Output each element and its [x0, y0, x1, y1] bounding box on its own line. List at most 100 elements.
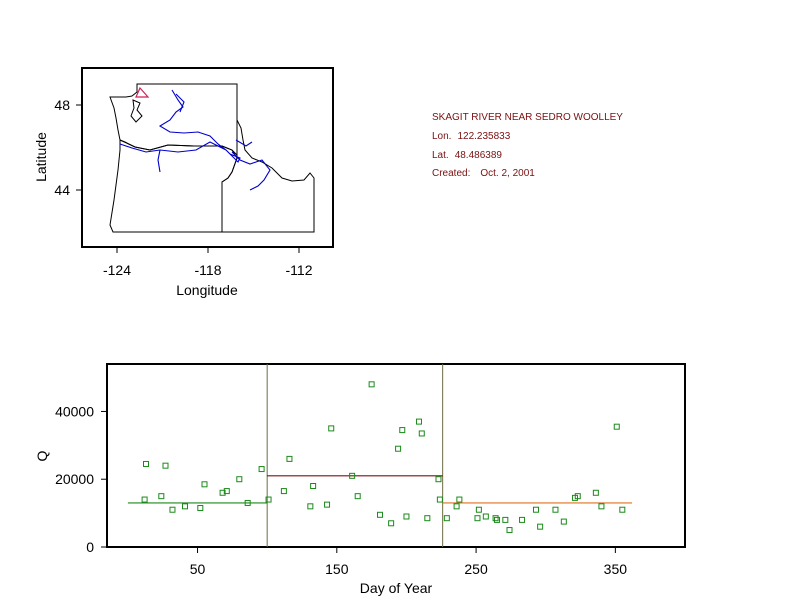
map-xlabel: Longitude [176, 282, 238, 298]
snake-river [231, 151, 271, 191]
latitude-label: Lat. [432, 150, 449, 161]
created-label: Created: [432, 168, 471, 179]
data-point [552, 506, 559, 513]
station-longitude: Lon. 122.235833 [432, 131, 516, 142]
y-ticks: 0 20000 40000 [55, 403, 107, 555]
data-point [324, 501, 331, 508]
data-point [453, 503, 460, 510]
data-points [141, 381, 626, 534]
map-xtick-label: -118 [195, 262, 222, 278]
data-point [307, 503, 314, 510]
chart-frame [106, 363, 686, 548]
data-point [236, 476, 243, 483]
data-point [436, 496, 443, 503]
data-point [142, 460, 149, 467]
data-point [158, 493, 165, 500]
data-point [482, 513, 489, 520]
data-point [519, 516, 526, 523]
data-point [598, 503, 605, 510]
x-tick-label: 50 [190, 561, 206, 577]
data-point [395, 445, 402, 452]
y-tick-label: 40000 [55, 403, 94, 419]
map-ytick-label: 44 [54, 182, 70, 198]
data-point [280, 488, 287, 495]
data-point [388, 520, 395, 527]
map-ylabel: Latitude [33, 132, 49, 182]
site-marker [135, 86, 150, 98]
data-point [443, 515, 450, 522]
data-point [328, 425, 335, 432]
data-point [619, 506, 626, 513]
map-xtick-label: -124 [103, 262, 131, 278]
data-point [613, 423, 620, 430]
data-point [418, 430, 425, 437]
chart-xlabel: Day of Year [360, 580, 433, 596]
data-point [197, 505, 204, 512]
data-point [592, 489, 599, 496]
data-point [399, 427, 406, 434]
map-xtick-label: -112 [286, 262, 313, 278]
rivers [119, 89, 271, 191]
data-point [219, 489, 226, 496]
data-point [169, 506, 176, 513]
idaho-outline [221, 84, 315, 233]
data-point [560, 518, 567, 525]
data-point [574, 493, 581, 500]
created-value: Oct. 2, 2001 [480, 168, 535, 179]
data-point [162, 462, 169, 469]
map-ticks [76, 104, 300, 253]
data-point [506, 527, 513, 534]
discharge-chart: 50 150 250 350 0 20000 40000 Day of Year Q [34, 363, 686, 596]
data-point [265, 496, 272, 503]
station-name: SKAGIT RIVER NEAR SEDRO WOOLLEY [432, 112, 623, 123]
x-tick-label: 150 [325, 561, 349, 577]
data-point [223, 488, 230, 495]
data-point [244, 499, 251, 506]
location-map: 48 44 -124 -118 -112 Longitude Latitude [33, 67, 334, 298]
data-point [474, 515, 481, 522]
chart-ylabel: Q [34, 450, 50, 461]
station-latitude: Lat. 48.486389 [432, 150, 508, 161]
oregon-outline [109, 139, 238, 233]
data-point [141, 496, 148, 503]
data-point [456, 496, 463, 503]
clearwater-river [235, 139, 253, 147]
data-point [475, 506, 482, 513]
data-point [435, 476, 442, 483]
columbia-river [119, 89, 241, 163]
x-tick-label: 350 [604, 561, 628, 577]
break-lines [266, 364, 444, 547]
data-point [502, 516, 509, 523]
puget-sound [130, 99, 143, 123]
y-tick-label: 20000 [55, 471, 94, 487]
yakima-river [175, 93, 185, 113]
x-tick-label: 250 [464, 561, 488, 577]
data-point [181, 503, 188, 510]
willamette-river [157, 149, 161, 173]
created-date: Created: Oct. 2, 2001 [432, 168, 541, 179]
data-point [258, 466, 265, 473]
data-point [349, 472, 356, 479]
longitude-label: Lon. [432, 131, 452, 142]
data-point [286, 455, 293, 462]
map-tick-labels: 48 44 -124 -118 -112 [54, 97, 312, 278]
data-point [492, 515, 499, 522]
data-point [424, 515, 431, 522]
data-point [415, 418, 422, 425]
data-point [537, 523, 544, 530]
y-tick-label: 0 [86, 539, 94, 555]
data-point [368, 381, 375, 388]
x-ticks: 50 150 250 350 [190, 547, 628, 577]
data-point [201, 481, 208, 488]
data-point [376, 511, 383, 518]
data-point [310, 483, 317, 489]
data-point [403, 513, 410, 520]
latitude-value: 48.486389 [454, 150, 502, 161]
data-point [354, 493, 361, 500]
map-ytick-label: 48 [54, 97, 70, 113]
longitude-value: 122.235833 [457, 131, 511, 142]
data-point [532, 506, 539, 513]
segment-means [127, 475, 633, 504]
data-point [493, 516, 500, 523]
